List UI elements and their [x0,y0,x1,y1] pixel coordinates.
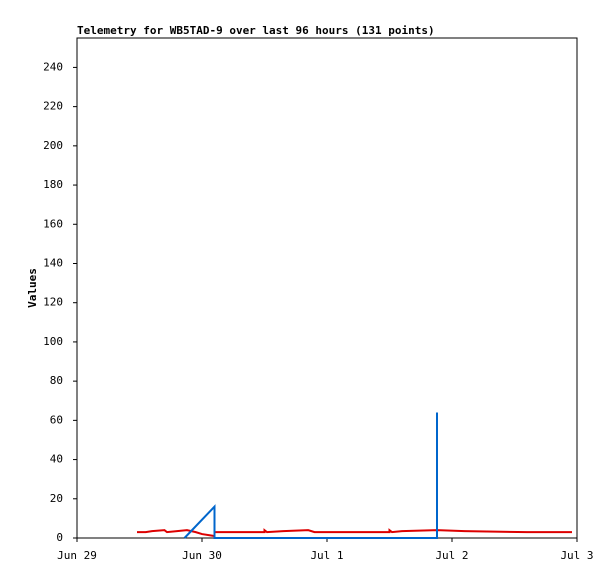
y-tick-label: 120 [43,296,63,309]
y-tick-label: 60 [50,413,63,426]
y-tick-label: 80 [50,374,63,387]
y-tick-label: 220 [43,100,63,113]
y-tick-label: 200 [43,139,63,152]
y-tick-label: 140 [43,256,63,269]
series-line [183,412,438,539]
x-tick-label: Jul 3 [560,549,593,562]
y-tick-label: 160 [43,217,63,230]
y-axis-label: Values [26,268,39,308]
y-tick-label: 180 [43,178,63,191]
y-tick-label: 20 [50,492,63,505]
y-tick-label: 240 [43,60,63,73]
x-tick-label: Jun 30 [182,549,222,562]
y-tick-label: 0 [56,531,63,544]
plot-frame [76,37,578,539]
chart-title: Telemetry for WB5TAD-9 over last 96 hour… [77,24,435,37]
x-tick-label: Jul 2 [435,549,468,562]
x-tick-label: Jul 1 [310,549,343,562]
series-line [137,528,572,538]
y-tick-label: 100 [43,335,63,348]
x-tick-label: Jun 29 [57,549,97,562]
y-tick-label: 40 [50,453,63,466]
